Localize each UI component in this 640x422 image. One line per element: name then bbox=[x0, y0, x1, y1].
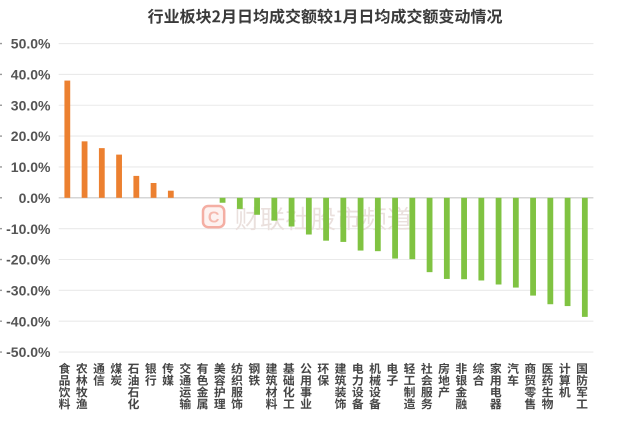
svg-text:20.0%: 20.0% bbox=[11, 128, 51, 144]
svg-text:0.0%: 0.0% bbox=[19, 190, 51, 206]
svg-text:C: C bbox=[208, 210, 220, 227]
svg-text:30.0%: 30.0% bbox=[11, 97, 51, 113]
svg-text:-10.0%: -10.0% bbox=[6, 221, 51, 237]
svg-text:-50.0%: -50.0% bbox=[6, 344, 51, 360]
svg-text:-20.0%: -20.0% bbox=[6, 252, 51, 268]
svg-text:50.0%: 50.0% bbox=[11, 36, 51, 52]
svg-text:10.0%: 10.0% bbox=[11, 159, 51, 175]
svg-text:-30.0%: -30.0% bbox=[6, 282, 51, 298]
svg-text:-40.0%: -40.0% bbox=[6, 313, 51, 329]
svg-text:40.0%: 40.0% bbox=[11, 67, 51, 83]
